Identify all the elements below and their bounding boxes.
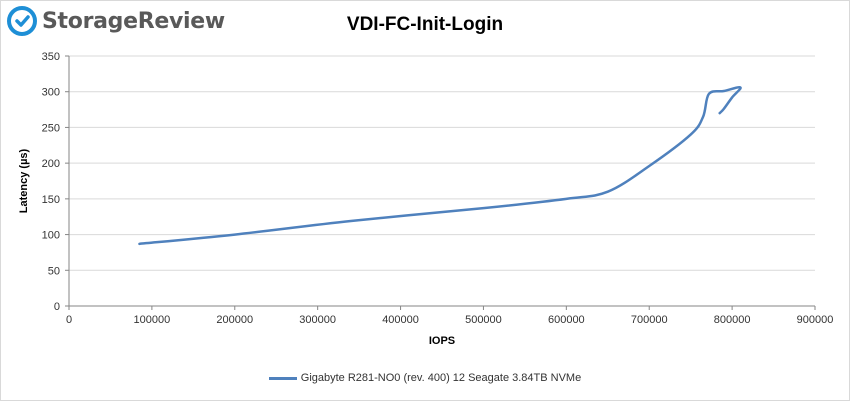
y-tick-label: 300 <box>42 87 60 99</box>
x-tick-label: 600000 <box>548 314 585 326</box>
x-tick-label: 0 <box>66 314 72 326</box>
series-line-0 <box>138 85 742 246</box>
axes <box>65 55 816 310</box>
x-tick-label: 400000 <box>382 314 419 326</box>
y-tick-label: 350 <box>42 51 60 63</box>
x-tick-label: 300000 <box>299 314 336 326</box>
x-tick-label: 800000 <box>714 314 751 326</box>
y-tick-label: 0 <box>54 301 60 313</box>
series-layer <box>138 85 742 246</box>
x-axis-title: IOPS <box>429 335 455 347</box>
x-tick-label: 200000 <box>216 314 253 326</box>
legend-swatch <box>268 376 297 380</box>
gridlines <box>69 55 815 271</box>
brand-name: StorageReview <box>42 8 225 34</box>
tick-labels: 0 50 100 150 200 250 300 350 0 100000 200000 300000… <box>42 51 834 326</box>
x-tick-label: 500000 <box>465 314 502 326</box>
x-tick-label: 700000 <box>631 314 668 326</box>
y-axis-title: Latency (µs) <box>18 148 30 213</box>
brand-logo: StorageReview <box>7 6 225 36</box>
chart-title: VDI-FC-Init-Login <box>346 14 504 35</box>
y-tick-label: 250 <box>42 122 60 134</box>
y-tick-label: 50 <box>48 265 60 277</box>
y-tick-label: 150 <box>42 194 60 206</box>
legend-label: Gigabyte R281-NO0 (rev. 400) 12 Seagate … <box>300 372 582 384</box>
x-tick-label: 900000 <box>797 314 834 326</box>
y-tick-label: 200 <box>42 158 60 170</box>
legend: Gigabyte R281-NO0 (rev. 400) 12 Seagate … <box>0 372 850 384</box>
y-tick-label: 100 <box>42 230 60 242</box>
storagereview-logo-icon <box>7 6 37 36</box>
x-tick-label: 100000 <box>134 314 171 326</box>
